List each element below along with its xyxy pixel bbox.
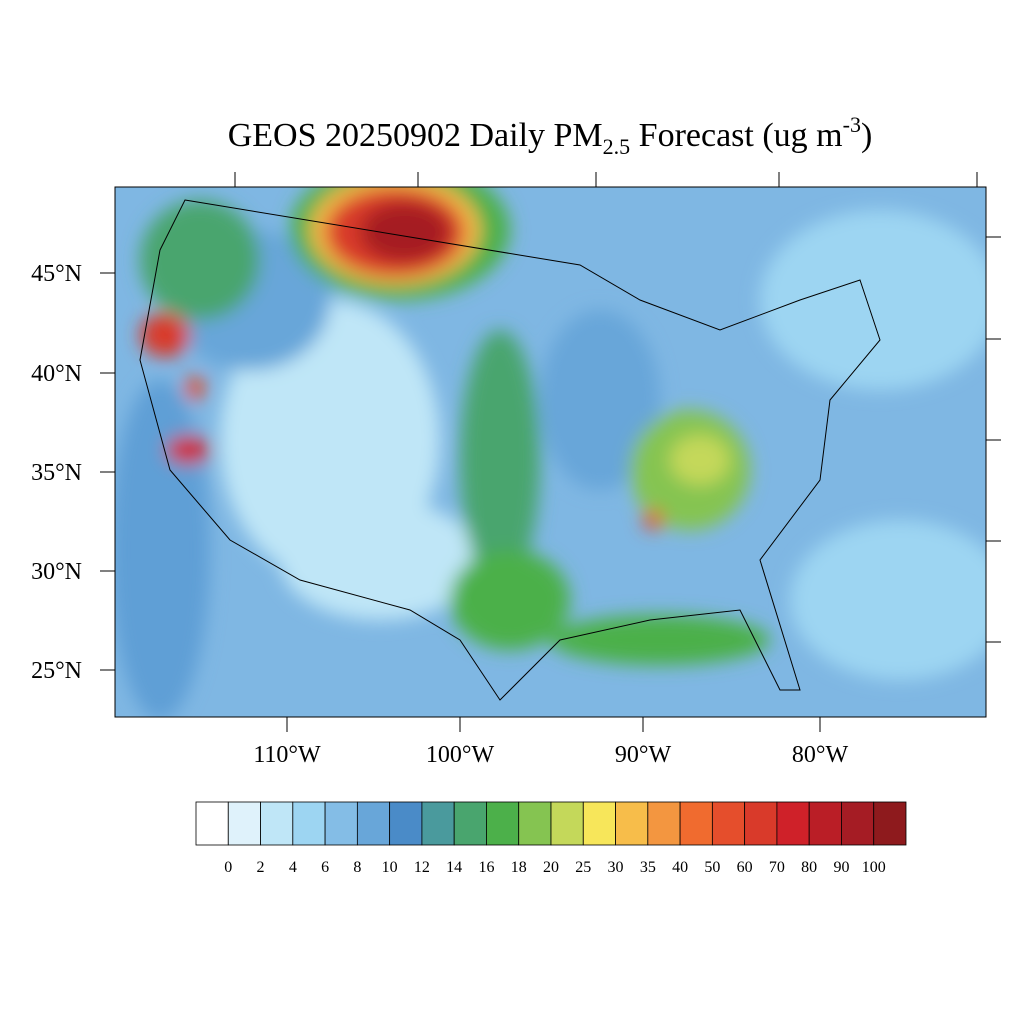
lat-label: 35°N — [31, 460, 82, 486]
colorbar-label: 20 — [543, 859, 559, 876]
colorbar-box — [615, 801, 649, 846]
lat-label: 40°N — [31, 361, 82, 387]
colorbar-box — [260, 801, 294, 846]
colorbar-label: 50 — [704, 859, 720, 876]
map-title: GEOS 20250902 Daily PM2.5 Forecast (ug m… — [228, 112, 873, 159]
colorbar-box — [582, 801, 616, 846]
colorbar-label: 16 — [478, 859, 494, 876]
colorbar-box — [808, 801, 842, 846]
map-frame — [114, 186, 987, 718]
colorbar-box — [486, 801, 520, 846]
colorbar-label: 12 — [414, 859, 430, 876]
colorbar-box — [711, 801, 746, 846]
colorbar-label: 35 — [640, 859, 656, 876]
colorbar-box — [744, 801, 778, 846]
lon-label: 100°W — [426, 742, 495, 768]
colorbar-box — [841, 801, 875, 846]
colorbar-label: 2 — [257, 859, 265, 876]
colorbar-box — [873, 801, 907, 846]
title-end: ) — [861, 117, 872, 154]
colorbar-label: 14 — [446, 859, 462, 876]
concentration-blobs — [115, 187, 986, 717]
colorbar-label: 90 — [833, 859, 849, 876]
lat-label: 45°N — [31, 261, 82, 287]
coastline — [139, 199, 881, 701]
colorbar-box — [356, 801, 391, 846]
colorbar-label: 30 — [608, 859, 624, 876]
lat-label: 30°N — [31, 559, 82, 585]
colorbar-label: 6 — [321, 859, 329, 876]
axis-labels: 45°N 40°N 35°N 30°N 25°N 110°W 100°W 90°W 80°W — [31, 261, 848, 768]
colorbar-label: 40 — [672, 859, 688, 876]
title-main: GEOS 20250902 Daily PM — [228, 117, 603, 154]
colorbar-box — [195, 801, 229, 846]
lon-label: 90°W — [615, 742, 672, 768]
colorbar-label: 8 — [353, 859, 361, 876]
colorbar-label: 60 — [737, 859, 753, 876]
lon-label: 110°W — [253, 742, 321, 768]
colorbar-label: 80 — [801, 859, 817, 876]
colorbar-label: 0 — [224, 859, 232, 876]
title-middle: Forecast (ug m — [630, 117, 842, 154]
colorbar-label: 4 — [289, 859, 297, 876]
colorbar-label: 10 — [382, 859, 398, 876]
colorbar-box — [292, 801, 326, 846]
colorbar-box — [421, 801, 455, 846]
colorbar-label: 25 — [575, 859, 591, 876]
colorbar-box — [550, 801, 584, 846]
colorbar-box — [647, 801, 681, 846]
colorbar-label: 70 — [769, 859, 785, 876]
map-field — [115, 187, 986, 717]
colorbar-box — [389, 801, 423, 846]
title-superscript: -3 — [843, 112, 861, 137]
colorbar-box — [227, 801, 261, 846]
colorbar-label: 100 — [862, 859, 886, 876]
colorbar-box — [324, 801, 358, 846]
lat-label: 25°N — [31, 658, 82, 684]
lon-label: 80°W — [792, 742, 849, 768]
colorbar-box — [776, 801, 810, 846]
colorbar-box — [453, 801, 487, 846]
colorbar: 0 2 4 6 8 10 12 14 16 18 20 25 30 35 40 50 60 70 80 90 100 — [195, 801, 907, 876]
colorbar-box — [518, 801, 552, 846]
colorbar-box — [679, 801, 713, 846]
title-subscript: 2.5 — [603, 134, 631, 159]
frame-ticks — [100, 172, 1001, 732]
colorbar-label: 18 — [511, 859, 527, 876]
